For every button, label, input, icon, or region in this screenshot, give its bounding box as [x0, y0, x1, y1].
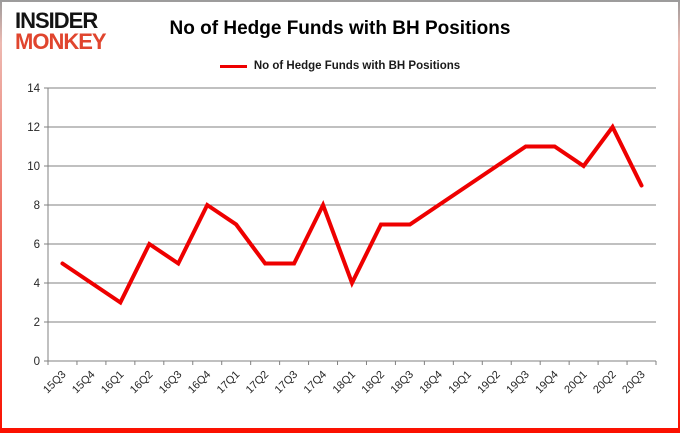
- y-tick-label: 8: [34, 200, 40, 212]
- y-tick-label: 2: [34, 317, 40, 329]
- x-tick-label: 20Q3: [620, 369, 648, 397]
- insider-monkey-logo: INSIDER MONKEY: [15, 8, 107, 54]
- x-axis: [47, 361, 657, 365]
- legend-line-swatch: [219, 64, 247, 68]
- y-tick-label: 6: [34, 239, 40, 251]
- x-tick-label: 15Q3: [41, 369, 69, 397]
- x-tick-label: 15Q4: [70, 369, 98, 397]
- x-tick-label: 17Q3: [273, 369, 301, 397]
- x-tick-label: 18Q3: [389, 369, 417, 397]
- x-tick-label: 17Q4: [302, 369, 330, 397]
- x-tick-label: 19Q4: [533, 369, 561, 397]
- x-tick-labels: 15Q3 15Q4 16Q1 16Q2 16Q3 16Q4 17Q1 17Q2 17Q3 17Q4…: [41, 369, 648, 397]
- y-tick-label: 14: [27, 83, 40, 95]
- logo-line1: INSIDER: [15, 8, 98, 33]
- x-tick-label: 19Q1: [446, 369, 474, 397]
- x-tick-label: 17Q1: [215, 369, 243, 397]
- x-tick-label: 16Q3: [157, 369, 185, 397]
- x-tick-label: 19Q2: [475, 369, 503, 397]
- y-tick-label: 4: [34, 278, 41, 290]
- y-tick-label: 10: [27, 161, 40, 173]
- x-tick-label: 18Q4: [417, 369, 445, 397]
- x-tick-label: 20Q1: [562, 369, 590, 397]
- legend: No of Hedge Funds with BH Positions: [2, 60, 678, 72]
- chart-title: No of Hedge Funds with BH Positions: [169, 18, 511, 39]
- chart-canvas: INSIDER MONKEY No of Hedge Funds with BH…: [2, 2, 678, 428]
- x-tick-label: 16Q4: [186, 369, 214, 397]
- x-tick-label: 18Q1: [331, 369, 359, 397]
- legend-label: No of Hedge Funds with BH Positions: [253, 60, 461, 72]
- gridlines: [48, 87, 656, 362]
- x-tick-label: 17Q2: [244, 369, 272, 397]
- x-tick-label: 16Q2: [128, 369, 156, 397]
- y-tick-label: 0: [34, 356, 40, 368]
- x-tick-label: 18Q2: [360, 369, 388, 397]
- x-tick-label: 16Q1: [99, 369, 127, 397]
- x-tick-label: 19Q3: [504, 369, 532, 397]
- y-axis: [44, 87, 49, 362]
- y-tick-label: 12: [27, 122, 40, 134]
- x-tick-label: 20Q2: [591, 369, 619, 397]
- logo-line2: MONKEY: [15, 28, 107, 54]
- y-tick-labels: 0 2 4 6 8 10 12 14: [27, 83, 40, 368]
- series-line: [60, 123, 644, 306]
